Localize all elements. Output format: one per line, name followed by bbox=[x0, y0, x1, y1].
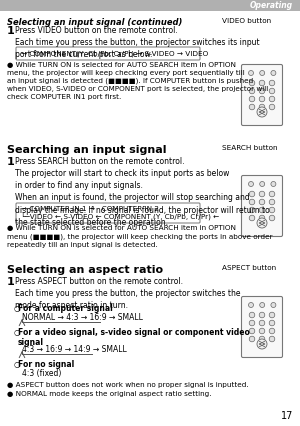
Circle shape bbox=[259, 88, 265, 94]
Circle shape bbox=[260, 181, 265, 187]
Text: ● NORMAL mode keeps the original aspect ratio setting.: ● NORMAL mode keeps the original aspect … bbox=[7, 391, 212, 397]
Text: 17: 17 bbox=[280, 411, 293, 421]
Circle shape bbox=[249, 96, 255, 102]
Text: → COMPUTER IN 1 →   COMPUTER IN 2: → COMPUTER IN 1 → COMPUTER IN 2 bbox=[21, 206, 159, 212]
Text: ○: ○ bbox=[14, 360, 23, 369]
FancyBboxPatch shape bbox=[16, 47, 200, 60]
Circle shape bbox=[269, 320, 275, 326]
Circle shape bbox=[249, 215, 255, 221]
Circle shape bbox=[260, 70, 265, 75]
Circle shape bbox=[271, 181, 276, 187]
Text: Press VIDEO button on the remote control.
Each time you press the button, the pr: Press VIDEO button on the remote control… bbox=[15, 26, 260, 59]
Circle shape bbox=[269, 336, 275, 342]
Text: Operating: Operating bbox=[250, 2, 293, 11]
Circle shape bbox=[271, 70, 276, 75]
Circle shape bbox=[249, 312, 255, 318]
Circle shape bbox=[249, 328, 255, 334]
Circle shape bbox=[249, 207, 255, 213]
Text: ● While TURN ON is selected for AUTO SEARCH item in OPTION
menu (■■■■), the proj: ● While TURN ON is selected for AUTO SEA… bbox=[7, 225, 273, 248]
FancyBboxPatch shape bbox=[16, 203, 200, 223]
Circle shape bbox=[269, 215, 275, 221]
Circle shape bbox=[269, 191, 275, 197]
Text: 4:3 → 16:9 → 14:9 → SMALL: 4:3 → 16:9 → 14:9 → SMALL bbox=[22, 345, 127, 354]
Circle shape bbox=[259, 96, 265, 102]
Circle shape bbox=[269, 104, 275, 110]
Text: 4:3 (fixed): 4:3 (fixed) bbox=[22, 369, 62, 378]
Circle shape bbox=[269, 207, 275, 213]
Circle shape bbox=[269, 312, 275, 318]
Circle shape bbox=[259, 328, 265, 334]
Circle shape bbox=[269, 88, 275, 94]
Text: 1: 1 bbox=[7, 157, 15, 167]
Circle shape bbox=[249, 199, 255, 205]
FancyBboxPatch shape bbox=[242, 64, 283, 126]
Circle shape bbox=[259, 80, 265, 86]
Text: Selecting an aspect ratio: Selecting an aspect ratio bbox=[7, 265, 163, 275]
Circle shape bbox=[259, 215, 265, 221]
Text: Searching an input signal: Searching an input signal bbox=[7, 145, 167, 155]
Circle shape bbox=[249, 336, 255, 342]
Circle shape bbox=[248, 181, 253, 187]
Text: 1: 1 bbox=[7, 26, 15, 36]
Text: VIDEO button: VIDEO button bbox=[222, 18, 271, 24]
Text: Press ASPECT button on the remote control.
Each time you press the button, the p: Press ASPECT button on the remote contro… bbox=[15, 277, 241, 310]
Circle shape bbox=[249, 80, 255, 86]
Circle shape bbox=[269, 199, 275, 205]
Text: SEARCH button: SEARCH button bbox=[222, 145, 278, 151]
Text: └─VIDEO ← S-VIDEO ← COMPONENT (Y, Cb/Pb, Cr/Pr) ←: └─VIDEO ← S-VIDEO ← COMPONENT (Y, Cb/Pb,… bbox=[21, 213, 219, 221]
Circle shape bbox=[259, 191, 265, 197]
FancyBboxPatch shape bbox=[242, 176, 283, 236]
Circle shape bbox=[249, 191, 255, 197]
Text: ● ASPECT button does not work when no proper signal is inputted.: ● ASPECT button does not work when no pr… bbox=[7, 382, 249, 388]
Circle shape bbox=[257, 218, 267, 228]
Text: ○: ○ bbox=[14, 304, 23, 313]
Circle shape bbox=[271, 302, 276, 308]
Text: → COMPONENT(Y, Cb/Pb, Cr/Pr) → S-VIDEO → VIDEO: → COMPONENT(Y, Cb/Pb, Cr/Pr) → S-VIDEO →… bbox=[21, 50, 208, 57]
Circle shape bbox=[259, 320, 265, 326]
Circle shape bbox=[259, 104, 265, 110]
Text: For no signal: For no signal bbox=[18, 360, 74, 369]
Circle shape bbox=[257, 107, 267, 117]
Circle shape bbox=[269, 80, 275, 86]
Circle shape bbox=[269, 328, 275, 334]
Text: ASPECT button: ASPECT button bbox=[222, 265, 276, 271]
Circle shape bbox=[249, 320, 255, 326]
Text: ● While TURN ON is selected for AUTO SEARCH item in OPTION
menu, the projector w: ● While TURN ON is selected for AUTO SEA… bbox=[7, 62, 268, 101]
Circle shape bbox=[259, 207, 265, 213]
FancyBboxPatch shape bbox=[242, 296, 283, 357]
Circle shape bbox=[259, 312, 265, 318]
Circle shape bbox=[259, 336, 265, 342]
Circle shape bbox=[257, 339, 267, 349]
Circle shape bbox=[260, 302, 265, 308]
Circle shape bbox=[259, 199, 265, 205]
Text: NORMAL → 4:3 → 16:9 → SMALL: NORMAL → 4:3 → 16:9 → SMALL bbox=[22, 313, 143, 322]
Text: Selecting an input signal (continued): Selecting an input signal (continued) bbox=[7, 18, 182, 27]
Circle shape bbox=[249, 88, 255, 94]
Text: 1: 1 bbox=[7, 277, 15, 287]
Text: Press SEARCH button on the remote control.
The projector will start to check its: Press SEARCH button on the remote contro… bbox=[15, 157, 270, 227]
Text: For a computer signal: For a computer signal bbox=[18, 304, 113, 313]
Circle shape bbox=[248, 302, 253, 308]
Text: ○: ○ bbox=[14, 328, 23, 337]
Bar bbox=[0, 0, 300, 11]
Text: For a video signal, s-video signal or component video
signal: For a video signal, s-video signal or co… bbox=[18, 328, 250, 347]
Circle shape bbox=[248, 70, 253, 75]
Circle shape bbox=[249, 104, 255, 110]
Circle shape bbox=[269, 96, 275, 102]
